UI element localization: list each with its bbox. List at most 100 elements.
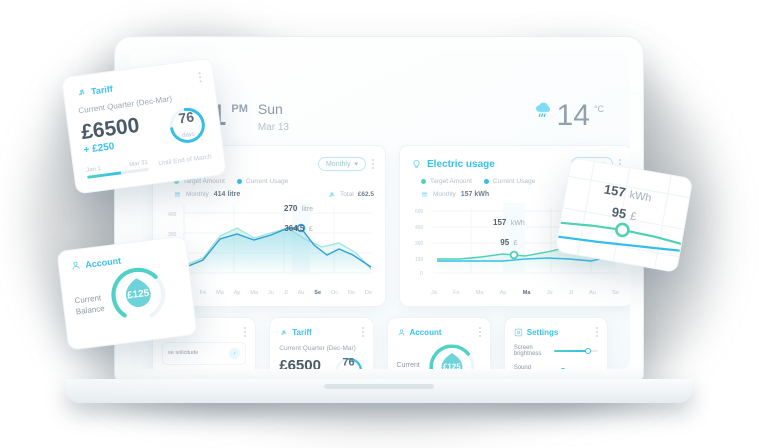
temperature-value: 14 (556, 99, 590, 132)
x-tick: De (364, 290, 372, 297)
gear-icon (514, 328, 522, 337)
temperature-unit: °C (593, 104, 604, 114)
x-tick: Ap (233, 290, 241, 297)
list-item[interactable]: se solicitude › (162, 342, 247, 366)
floating-tariff-card: Tariff Current Quarter (Dec-Mar) £6500 +… (60, 57, 228, 195)
electric-x-axis: Ja Fe Ma Ap Ma Ju Jl Au Se (411, 289, 621, 296)
weather-widget: 14 °C (533, 101, 604, 131)
x-tick: Oc (330, 290, 338, 297)
water-total-label: Total (339, 191, 354, 199)
setting-screen-brightness: Screen brightness (514, 345, 598, 357)
account-balance-gauge: £125 (426, 341, 478, 369)
account-balance-value: £125 (442, 362, 461, 369)
tariff-header: Tariff (279, 327, 364, 338)
balance-label-line2: Balance (75, 303, 106, 316)
clock-day: Sun (257, 101, 283, 117)
x-tick: Jl (283, 290, 288, 297)
x-tick: Fe (199, 290, 207, 297)
water-chart-plot: 400 300 200 (164, 203, 374, 289)
legend-dot-icon (236, 179, 242, 185)
calendar-icon (174, 192, 181, 198)
legend-label: Current Usage (245, 178, 289, 186)
floating-tooltip-card: 157 kWh 95 £ (554, 156, 694, 274)
water-subrow: Monthly 414 litre Total £62.5 (164, 190, 374, 199)
user-icon (398, 329, 404, 336)
list-item-text: se solicitude (168, 350, 199, 357)
water-period-select[interactable]: Monthly ▾ (317, 157, 366, 172)
setting-label: Screen brightness (513, 345, 542, 358)
x-tick: Ju (267, 290, 274, 297)
x-tick: Se (612, 290, 619, 297)
floating-tooltip-chart (555, 221, 687, 253)
floating-tariff-progress: Jan 1 Mar 31 (86, 160, 149, 179)
floating-account-gauge: £125 (104, 260, 173, 329)
legend-label: Target Amount (430, 178, 472, 186)
floating-tooltip-value2: 95 (610, 203, 628, 221)
floating-tooltip-value: 157 (602, 181, 627, 200)
settings-menu-icon[interactable] (596, 327, 598, 338)
account-header: Account (397, 327, 481, 338)
bulb-icon (413, 159, 420, 169)
clock-ampm: PM (231, 103, 248, 115)
water-sub-value: 414 litre (213, 191, 241, 199)
x-tick: Ma (475, 290, 484, 297)
electric-sub-label: Monthly (433, 191, 456, 199)
user-icon (72, 261, 80, 270)
clock-date: Mar 13 (257, 122, 289, 134)
brightness-slider[interactable] (554, 347, 598, 355)
legend-dot-icon (483, 179, 489, 185)
svg-text:600: 600 (415, 209, 424, 215)
electric-card-title: Electric usage (427, 158, 495, 170)
legend-dot-icon (421, 179, 426, 185)
water-tooltip-value2: 364.5 (284, 224, 305, 234)
electric-chart-tooltip: 157 kWh 95 £ (493, 211, 525, 251)
electric-tooltip-value2: 95 (500, 238, 510, 248)
floating-tariff-days-value: 76 (177, 108, 196, 127)
notifications-menu-icon[interactable] (244, 327, 247, 338)
x-tick-active: Se (314, 290, 322, 297)
electric-legend: Target Amount Current Usage (411, 178, 621, 185)
water-tooltip-unit: litre (301, 206, 314, 214)
x-tick: Ja (431, 290, 437, 297)
floating-account-balance-label: Current Balance (74, 293, 105, 318)
tariff-menu-icon[interactable] (361, 327, 364, 338)
water-card-menu-icon[interactable] (372, 159, 374, 170)
account-menu-icon[interactable] (478, 327, 481, 338)
setting-label: Sound Volume (513, 365, 532, 369)
water-meter-icon (329, 192, 334, 198)
svg-text:150: 150 (415, 257, 424, 263)
tariff-icon (78, 89, 85, 96)
rain-cloud-icon (535, 102, 550, 117)
water-chart-tooltip: 270 litre 364.5 £ (284, 197, 313, 237)
floating-tariff-body: £6500 + £250 76 days (80, 103, 210, 159)
floating-tariff-range-start: Jan 1 (85, 166, 102, 174)
setting-sound-volume: Sound Volume (514, 365, 598, 369)
water-legend-item: Current Usage (236, 178, 289, 186)
electric-tooltip-value: 157 (493, 218, 507, 228)
volume-slider[interactable] (550, 367, 598, 369)
x-tick: Au (297, 290, 305, 297)
x-tick-active: Ma (522, 290, 531, 297)
arrow-right-icon[interactable]: › (229, 348, 241, 360)
water-sub-label: Monthly (186, 191, 209, 199)
x-tick: Ap (499, 290, 507, 297)
tariff-days-ring: 76 days (334, 356, 364, 369)
settings-title: Settings (526, 327, 559, 337)
notifications-header (162, 327, 247, 338)
svg-text:300: 300 (168, 232, 177, 238)
account-title: Account (409, 327, 442, 337)
electric-sub-value: 157 kWh (460, 191, 490, 199)
electric-tooltip-unit: kWh (510, 220, 525, 228)
water-x-axis: Ja Fe Ma Ap Ma Ju Jl Au Se Oc No (164, 289, 374, 296)
water-chart-svg: 400 300 200 (168, 203, 372, 276)
small-cards-row: se solicitude › change man › ouagence te… (150, 307, 610, 369)
electric-legend-item: Target Amount (421, 178, 472, 185)
floating-tariff-footer-text: Until End of March (158, 153, 213, 168)
floating-tariff-menu-icon[interactable] (198, 71, 202, 82)
legend-label: Current Usage (492, 178, 536, 186)
svg-text:0: 0 (420, 271, 423, 277)
water-tooltip-value: 270 (284, 204, 298, 214)
